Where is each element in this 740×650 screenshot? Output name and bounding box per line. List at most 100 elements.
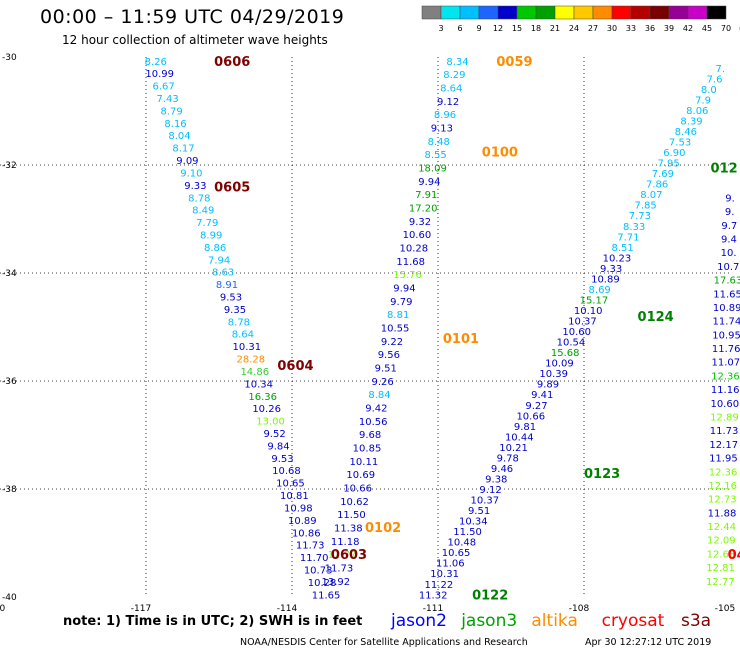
wave-height-value: 11.73 <box>710 426 739 437</box>
time-label: 04 <box>728 548 740 563</box>
y-tick-label: -36 <box>2 377 17 387</box>
wave-height-value: 9.35 <box>224 305 246 316</box>
wave-height-value: 14.86 <box>240 367 269 378</box>
wave-height-value: 9.26 <box>371 377 393 388</box>
wave-height-value: 10.89 <box>288 516 317 527</box>
wave-height-value: 8.17 <box>172 144 194 155</box>
wave-height-value: 8.16 <box>164 119 186 130</box>
time-label: 0604 <box>277 359 313 374</box>
wave-height-value: 10.28 <box>308 578 337 589</box>
wave-height-value: 10.34 <box>459 517 488 528</box>
legend-swatch <box>687 5 708 20</box>
wave-height-value: 10.68 <box>272 466 301 477</box>
wave-height-value: 10.23 <box>603 253 632 264</box>
wave-height-value: 10. <box>721 248 737 259</box>
wave-height-value: 10.95 <box>712 330 740 341</box>
time-label: 0101 <box>443 332 479 347</box>
footer-timestamp: Apr 30 12:27:12 UTC 2019 <box>585 637 711 648</box>
wave-height-value: 15.68 <box>551 348 580 359</box>
wave-height-value: 9.33 <box>184 181 206 192</box>
wave-height-value: 8.81 <box>387 310 409 321</box>
wave-height-value: 9.81 <box>514 422 536 433</box>
wave-height-value: 9.84 <box>267 441 289 452</box>
wave-height-value: 10.65 <box>276 479 305 490</box>
wave-height-value: 11.50 <box>337 510 366 521</box>
legend-swatch <box>706 5 727 20</box>
wave-height-value: 9.38 <box>485 474 507 485</box>
wave-height-value: 10.60 <box>403 230 432 241</box>
wave-height-value: 15.17 <box>580 295 609 306</box>
wave-height-value: 12.73 <box>708 495 737 506</box>
legend-tick-label: 27 <box>588 24 598 33</box>
wave-height-value: 10.39 <box>539 369 568 380</box>
legend-tick-label: 24 <box>569 24 579 33</box>
wave-height-value: 12.89 <box>710 412 739 423</box>
legend-tick-label: 3 <box>438 24 443 33</box>
footer: note: 1) Time is in UTC; 2) SWH is in fe… <box>63 611 711 648</box>
wave-height-value: 8.78 <box>228 317 250 328</box>
wave-height-value: 12.36 <box>711 371 740 382</box>
wave-height-value: 11.16 <box>711 385 740 396</box>
wave-height-value: 8.86 <box>204 243 226 254</box>
wave-height-value: 9.12 <box>437 97 459 108</box>
page-subtitle: 12 hour collection of altimeter wave hei… <box>62 33 328 47</box>
wave-height-value: 11.32 <box>419 590 448 601</box>
wave-height-value: 10.54 <box>557 338 586 349</box>
y-tick-label: -38 <box>2 485 17 495</box>
legend-swatch <box>459 5 480 20</box>
wave-height-value: 9.41 <box>531 390 553 401</box>
wave-height-value: 9.78 <box>497 453 519 464</box>
y-tick-label: -30 <box>2 53 17 63</box>
x-tick-label: -120 <box>0 604 5 614</box>
wave-height-value: 10.37 <box>568 317 597 328</box>
wave-height-value: 11.73 <box>325 563 354 574</box>
time-label: 0606 <box>214 55 250 70</box>
legend-tick-label: 12 <box>493 24 503 33</box>
wave-height-value: 9.89 <box>537 380 559 391</box>
wave-height-value: 7.73 <box>629 211 651 222</box>
wave-height-value: 10.55 <box>381 323 410 334</box>
wave-height-value: 8.55 <box>424 150 446 161</box>
wave-height-value: 8.69 <box>589 285 611 296</box>
time-label: 0603 <box>331 548 367 563</box>
wave-height-value: 10.44 <box>505 432 534 443</box>
wave-height-value: 9.33 <box>600 264 622 275</box>
time-label: 0059 <box>496 55 532 70</box>
wave-height-value: 8.07 <box>640 190 662 201</box>
wave-height-value: 10.89 <box>591 274 620 285</box>
wave-height-value: 10.60 <box>562 327 591 338</box>
legend-swatch <box>668 5 689 20</box>
wave-height-value: 7.94 <box>208 255 230 266</box>
wave-height-value: 10.62 <box>340 497 369 508</box>
wave-height-value: 9.53 <box>271 454 293 465</box>
wave-height-value: 10.34 <box>244 379 273 390</box>
wave-height-value: 11.38 <box>334 523 363 534</box>
wave-height-value: 12.17 <box>709 440 738 451</box>
legend-tick-label: 39 <box>664 24 674 33</box>
wave-height-value: 9.22 <box>381 337 403 348</box>
wave-height-value: 13.92 <box>321 577 350 588</box>
legend-swatch <box>440 5 461 20</box>
legend-swatch <box>611 5 632 20</box>
wave-height-value: 10.21 <box>499 443 528 454</box>
x-tick-label: -117 <box>131 604 151 614</box>
wave-height-value: 8.33 <box>623 222 645 233</box>
wave-height-value: 10.65 <box>442 548 471 559</box>
time-label: 0100 <box>482 146 518 161</box>
wave-height-value: 10.37 <box>470 496 499 507</box>
wave-height-value: 10.69 <box>346 470 375 481</box>
legend-tick-label: 70 <box>721 24 731 33</box>
wave-height-value: 11.74 <box>713 317 740 328</box>
wave-height-value: 9.53 <box>220 293 242 304</box>
wave-height-value: 11.65 <box>713 289 740 300</box>
wave-height-value: 18.09 <box>418 163 447 174</box>
legend-tick-label: 6 <box>457 24 462 33</box>
wave-height-value: 8.64 <box>440 83 462 94</box>
wave-height-value: 10.10 <box>574 306 603 317</box>
satellite-label: jason2 <box>390 611 447 631</box>
wave-height-value: 10.86 <box>292 528 321 539</box>
wave-height-value: 10.09 <box>545 359 574 370</box>
wave-height-value: 11.73 <box>296 541 325 552</box>
wave-height-value: 6.67 <box>153 82 175 93</box>
